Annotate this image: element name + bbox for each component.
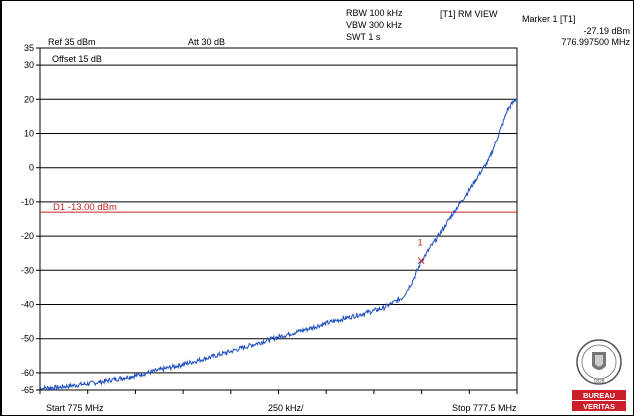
- vbw-setting: VBW 300 kHz: [346, 20, 403, 30]
- rbw-setting: RBW 100 kHz: [346, 8, 403, 18]
- y-tick-label: -30: [21, 265, 34, 275]
- span-per-division: 250 kHz/: [268, 403, 304, 413]
- trace-view-mode: [T1] RM VIEW: [440, 9, 498, 19]
- y-tick-label: -60: [21, 368, 34, 378]
- offset-label: Offset 15 dB: [52, 54, 102, 64]
- y-tick-label: -10: [21, 197, 34, 207]
- attenuation: Att 30 dB: [188, 37, 226, 47]
- marker-point: [417, 257, 425, 265]
- start-frequency: Start 775 MHz: [46, 403, 104, 413]
- y-tick-label: 10: [24, 129, 34, 139]
- y-tick-label: 20: [24, 94, 34, 104]
- marker-frequency: 776.997500 MHz: [561, 37, 630, 47]
- trace-line: [39, 97, 518, 392]
- stop-frequency: Stop 777.5 MHz: [452, 403, 517, 413]
- y-tick-label: -50: [21, 334, 34, 344]
- limit-line-label: D1 -13.00 dBm: [53, 202, 117, 213]
- sweep-time-setting: SWT 1 s: [346, 32, 381, 42]
- svg-text:VERITAS: VERITAS: [583, 402, 615, 411]
- marker-label: 1: [417, 238, 422, 249]
- reference-level: Ref 35 dBm: [48, 37, 96, 47]
- svg-text:1828: 1828: [593, 379, 604, 385]
- svg-text:BUREAU: BUREAU: [583, 391, 615, 400]
- bureau-veritas-logo: 1828 BUREAU VERITAS: [572, 339, 626, 411]
- y-tick-label: -20: [21, 231, 34, 241]
- marker-title: Marker 1 [T1]: [522, 14, 576, 24]
- y-tick-label: -40: [21, 300, 34, 310]
- y-tick-label: 0: [29, 163, 34, 173]
- y-tick-label: -65: [21, 385, 34, 395]
- y-tick-label: 35: [24, 43, 34, 53]
- marker-level: -27.19 dBm: [583, 26, 630, 36]
- y-tick-label: 30: [24, 60, 34, 70]
